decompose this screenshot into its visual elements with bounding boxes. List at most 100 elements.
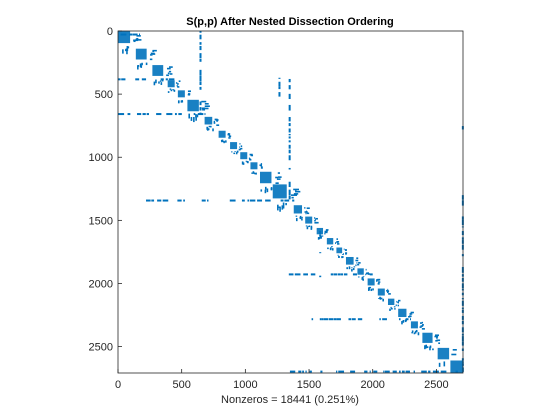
coupling-mark (293, 193, 299, 195)
diagonal-block (377, 288, 385, 296)
coupling-mark (245, 160, 248, 162)
coupling-mark (126, 50, 128, 55)
coupling-mark (436, 339, 441, 342)
separator-row-mark (383, 370, 385, 373)
separator-col-mark (199, 81, 202, 86)
diagonal-block (230, 142, 238, 150)
coupling-mark (188, 113, 191, 119)
coupling-mark (212, 128, 214, 132)
coupling-mark (370, 288, 373, 292)
coupling-mark (386, 290, 389, 292)
coupling-mark (278, 176, 282, 178)
separator-row-mark (309, 370, 312, 373)
separator-row-mark (357, 318, 363, 321)
coupling-mark (422, 324, 424, 326)
separator-col-mark (288, 195, 291, 200)
coupling-mark (136, 35, 141, 37)
coupling-mark (358, 262, 361, 264)
coupling-mark (325, 229, 328, 232)
coupling-mark (327, 247, 329, 250)
coupling-mark (378, 297, 380, 299)
coupling-mark (335, 242, 337, 244)
coupling-mark (222, 140, 225, 142)
separator-row-mark (328, 318, 334, 321)
separator-row-mark (398, 318, 401, 321)
coupling-mark (369, 286, 372, 289)
separator-row-mark (168, 78, 175, 81)
coupling-mark (410, 311, 414, 314)
separator-row-mark (330, 273, 334, 276)
coupling-mark (188, 93, 191, 96)
coupling-mark (250, 154, 254, 157)
separator-col-mark (288, 117, 291, 122)
coupling-mark (356, 262, 358, 264)
coupling-mark (377, 278, 381, 281)
coupling-mark (177, 86, 180, 88)
coupling-mark (411, 332, 413, 334)
diagonal-block (450, 360, 463, 374)
separator-row-mark (284, 199, 290, 202)
diagonal-block (152, 65, 164, 76)
coupling-mark (125, 49, 127, 52)
diagonal-block (422, 332, 433, 343)
coupling-mark (122, 49, 124, 54)
separator-row-mark (193, 113, 196, 116)
coupling-mark (152, 49, 157, 52)
coupling-mark (168, 70, 172, 73)
separator-row-mark (382, 318, 387, 321)
coupling-mark (336, 241, 340, 243)
coupling-mark (140, 65, 143, 68)
separator-row-mark (162, 199, 169, 202)
coupling-mark (228, 137, 231, 139)
coupling-mark (409, 315, 412, 318)
coupling-mark (365, 268, 367, 271)
separator-row-mark (340, 273, 344, 276)
separator-row-mark (139, 33, 141, 36)
coupling-mark (301, 216, 303, 218)
coupling-mark (158, 81, 160, 84)
coupling-mark (343, 253, 344, 255)
separator-row-mark (305, 370, 307, 373)
separator-col-mark (319, 234, 322, 237)
diagonal-block (345, 256, 354, 265)
coupling-mark (208, 125, 211, 128)
coupling-mark (136, 37, 139, 40)
separator-row-mark (141, 78, 147, 81)
coupling-mark (310, 225, 313, 229)
coupling-mark (160, 82, 163, 85)
coupling-mark (150, 54, 153, 56)
separator-row-mark (319, 318, 322, 321)
coupling-mark (216, 120, 219, 122)
diagonal-block (367, 278, 375, 286)
coupling-mark (178, 80, 181, 82)
x-tick-label: 500 (172, 379, 190, 391)
separator-row-mark (432, 370, 439, 373)
diagonal-block (272, 184, 287, 199)
separator-col-mark (288, 149, 291, 154)
coupling-mark (452, 349, 457, 351)
coupling-mark (306, 207, 310, 210)
diagonal-block (357, 268, 364, 275)
separator-col-mark (278, 92, 281, 97)
coupling-mark (397, 304, 400, 307)
coupling-mark (421, 328, 425, 330)
coupling-mark (255, 172, 257, 175)
coupling-mark (420, 322, 422, 324)
coupling-mark (239, 143, 241, 145)
coupling-mark (314, 217, 316, 219)
coupling-mark (429, 346, 431, 351)
separator-col-mark (288, 85, 291, 90)
coupling-mark (152, 53, 156, 55)
separator-row-mark (413, 370, 415, 373)
separator-col-mark (199, 31, 202, 33)
coupling-mark (436, 337, 438, 339)
coupling-mark (411, 330, 414, 333)
separator-col-mark (278, 77, 281, 79)
coupling-mark (419, 326, 422, 328)
separator-row-mark (399, 370, 401, 373)
diagonal-block (259, 171, 272, 184)
coupling-mark (438, 362, 441, 367)
coupling-mark (342, 254, 344, 255)
separator-row-mark (302, 370, 304, 373)
coupling-mark (355, 264, 357, 267)
